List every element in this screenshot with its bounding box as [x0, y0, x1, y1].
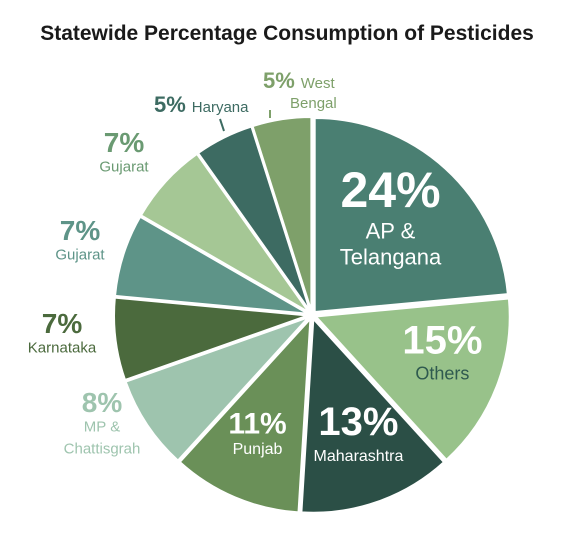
slice-name-2: Others [415, 364, 469, 384]
pie-slice-9 [196, 125, 312, 312]
slice-percent-8: 7% [104, 127, 145, 158]
slice-label-10: 5% West [263, 68, 336, 93]
slice-name-9: Haryana [192, 99, 249, 116]
slice-name-5: MP & [84, 418, 120, 435]
slice-name-10-line-2: Bengal [290, 95, 337, 112]
slice-percent-1: 24% [340, 162, 440, 218]
slice-name-1-line-2: Telangana [340, 244, 442, 269]
pie-slice-10 [251, 116, 313, 312]
leader-lines [219, 110, 271, 132]
slice-name-1: AP & [366, 218, 416, 243]
pie-slice-7 [113, 215, 309, 315]
slice-percent-6: 7% [42, 308, 83, 339]
slice-name-7: Gujarat [55, 246, 105, 263]
slice-percent-5: 8% [82, 387, 123, 418]
pie-slice-6 [113, 296, 309, 382]
leader-line-9 [219, 118, 225, 132]
pie-slice-3 [300, 316, 446, 514]
slice-percent-10: 5% [263, 68, 295, 93]
slice-name-4: Punjab [233, 441, 283, 458]
slice-label-9: 5% Haryana [154, 92, 249, 117]
slice-percent-7: 7% [60, 215, 101, 246]
pie-slices [113, 116, 511, 514]
slice-percent-3: 13% [318, 400, 398, 444]
pie-slice-4 [178, 315, 312, 514]
slice-name-10: West [301, 75, 336, 92]
pie-slice-1 [313, 117, 509, 314]
pie-slice-8 [139, 152, 310, 314]
slice-name-5-line-2: Chattisgrah [64, 440, 141, 457]
slice-name-6: Karnataka [28, 339, 97, 356]
slice-labels: 24%AP &Telangana 15%Others 13% Maharashtra 1… [28, 68, 483, 465]
pie-slice-5 [124, 316, 310, 462]
pie-slice-2 [313, 297, 511, 462]
slice-percent-9: 5% [154, 92, 186, 117]
slice-percent-2: 15% [402, 319, 482, 363]
chart-title: Statewide Percentage Consumption of Pest… [40, 22, 534, 45]
slice-name-8: Gujarat [99, 158, 149, 175]
slice-percent-4: 11% [228, 408, 286, 441]
slice-name-3: Maharashtra [314, 448, 404, 465]
